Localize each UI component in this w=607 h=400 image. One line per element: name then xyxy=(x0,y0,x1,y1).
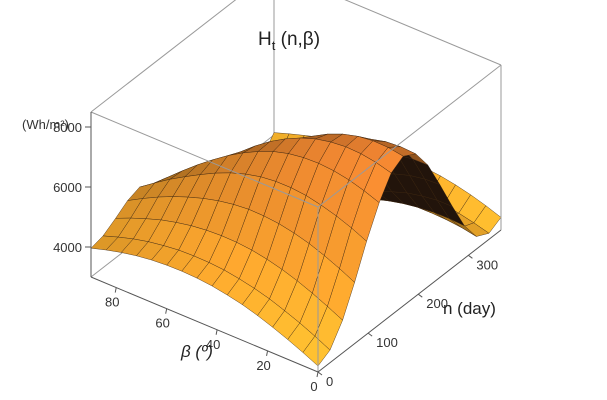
y-tick-label: 80 xyxy=(105,295,119,310)
z-axis-unit-label: (Wh/m²) xyxy=(22,117,69,132)
x-tick-mark xyxy=(417,293,423,298)
y-tick-mark xyxy=(165,308,168,314)
x-tick-label: 300 xyxy=(476,257,498,272)
y-tick-mark xyxy=(266,350,269,356)
axes xyxy=(85,112,502,378)
box-edge-top-front-right xyxy=(317,64,502,208)
x-axis-line xyxy=(317,229,502,373)
z-tick-label: 6000 xyxy=(53,180,82,195)
surface-mesh xyxy=(90,132,502,367)
surface-patch xyxy=(302,335,331,367)
x-tick-label: 0 xyxy=(326,374,333,389)
tick-labels: 0 100 200 300 0 20 40 60 80 4000 6000 8000 xyxy=(53,120,498,394)
y-axis-line xyxy=(90,276,319,373)
y-tick-mark xyxy=(316,371,319,378)
x-tick-mark xyxy=(317,371,323,376)
y-tick-label: 60 xyxy=(155,316,169,331)
box-edge-back-top-left xyxy=(90,0,237,113)
box-edge-top-front-left xyxy=(90,111,319,208)
y-tick-mark xyxy=(114,287,117,293)
z-tick-label: 8000 xyxy=(53,120,82,135)
box-edge-back-top-right xyxy=(344,0,502,66)
chart-title-subscript: t xyxy=(272,38,276,53)
y-tick-label: 40 xyxy=(206,337,220,352)
y-tick-label: 0 xyxy=(310,379,317,394)
x-tick-label: 200 xyxy=(426,296,448,311)
x-tick-label: 100 xyxy=(376,335,398,350)
y-tick-mark xyxy=(215,329,218,335)
x-tick-mark xyxy=(367,332,373,337)
z-tick-label: 4000 xyxy=(53,240,82,255)
chart-title: Ht (n,β) xyxy=(258,29,320,53)
y-tick-label: 20 xyxy=(256,358,270,373)
x-axis-label: n (day) xyxy=(443,299,496,318)
plot-box-front xyxy=(90,64,502,372)
x-tick-mark xyxy=(468,254,473,259)
chart-title-args: (n,β) xyxy=(275,29,320,50)
chart-title-main: H xyxy=(258,29,272,50)
y-axis-label: β (º) xyxy=(180,342,213,361)
